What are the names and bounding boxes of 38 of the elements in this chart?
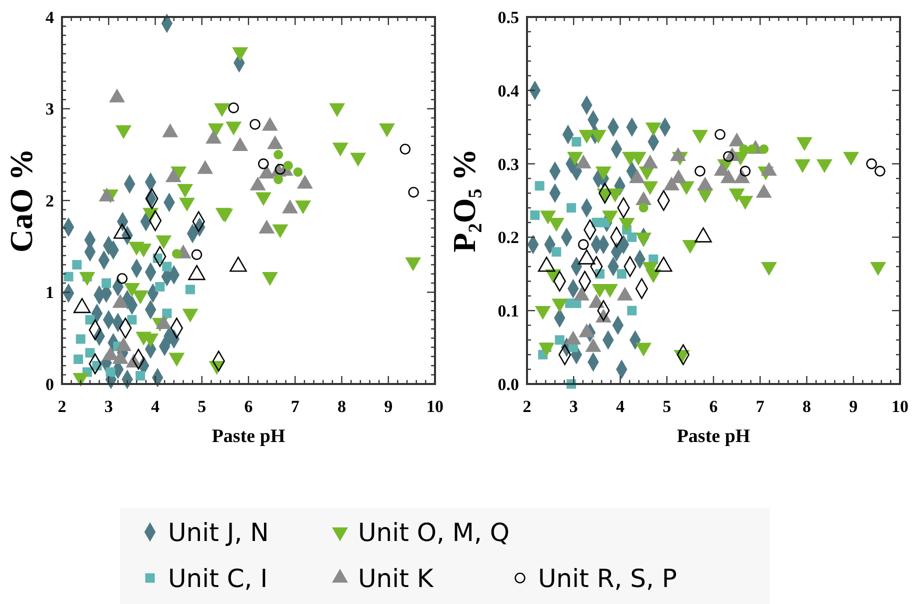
legend-label: Unit R, S, P [538, 564, 677, 593]
x-tick-label: 10 [892, 397, 908, 416]
x-tick-label: 5 [662, 397, 672, 416]
x-axis-title: Paste pH [212, 426, 286, 447]
y-tick-label: 0 [46, 374, 54, 394]
x-axis-title: Paste pH [676, 426, 750, 447]
y-tick-label: 2 [46, 191, 54, 210]
y-tick-label: 1 [46, 283, 54, 302]
y-tick-label: 4 [46, 8, 54, 27]
legend-label: Unit J, N [168, 518, 269, 547]
x-tick-label: 5 [198, 397, 206, 416]
legend-label: Unit K [358, 564, 434, 593]
x-tick-label: 7 [756, 397, 765, 416]
x-tick-label: 3 [104, 397, 113, 416]
x-tick-label: 10 [426, 397, 444, 416]
x-tick-label: 9 [384, 397, 393, 416]
y-tick-label: 3 [46, 100, 54, 119]
x-tick-label: 4 [616, 397, 625, 416]
x-tick-label: 4 [151, 397, 160, 416]
x-tick-label: 3 [569, 397, 578, 416]
x-tick-label: 2 [522, 397, 532, 416]
legend-label: Unit C, I [168, 564, 268, 593]
y-axis-title: P₂O₅ % [446, 148, 482, 252]
y-axis-title: CaO % [3, 148, 39, 252]
x-tick-label: 6 [244, 397, 253, 416]
y-tick-label: 0.2 [498, 228, 519, 248]
x-tick-label: 8 [338, 397, 346, 416]
x-tick-label: 8 [802, 397, 811, 416]
y-tick-label: 0.5 [498, 8, 519, 27]
x-tick-label: 9 [849, 397, 858, 416]
legend-label: Unit O, M, Q [358, 518, 510, 547]
x-tick-label: 6 [709, 397, 718, 416]
y-tick-label: 0.0 [498, 374, 519, 394]
x-tick-label: 7 [290, 397, 300, 416]
y-tick-label: 0.3 [498, 154, 519, 174]
y-tick-label: 0.1 [498, 302, 519, 321]
x-tick-label: 2 [58, 397, 66, 416]
y-tick-label: 0.4 [498, 81, 520, 100]
